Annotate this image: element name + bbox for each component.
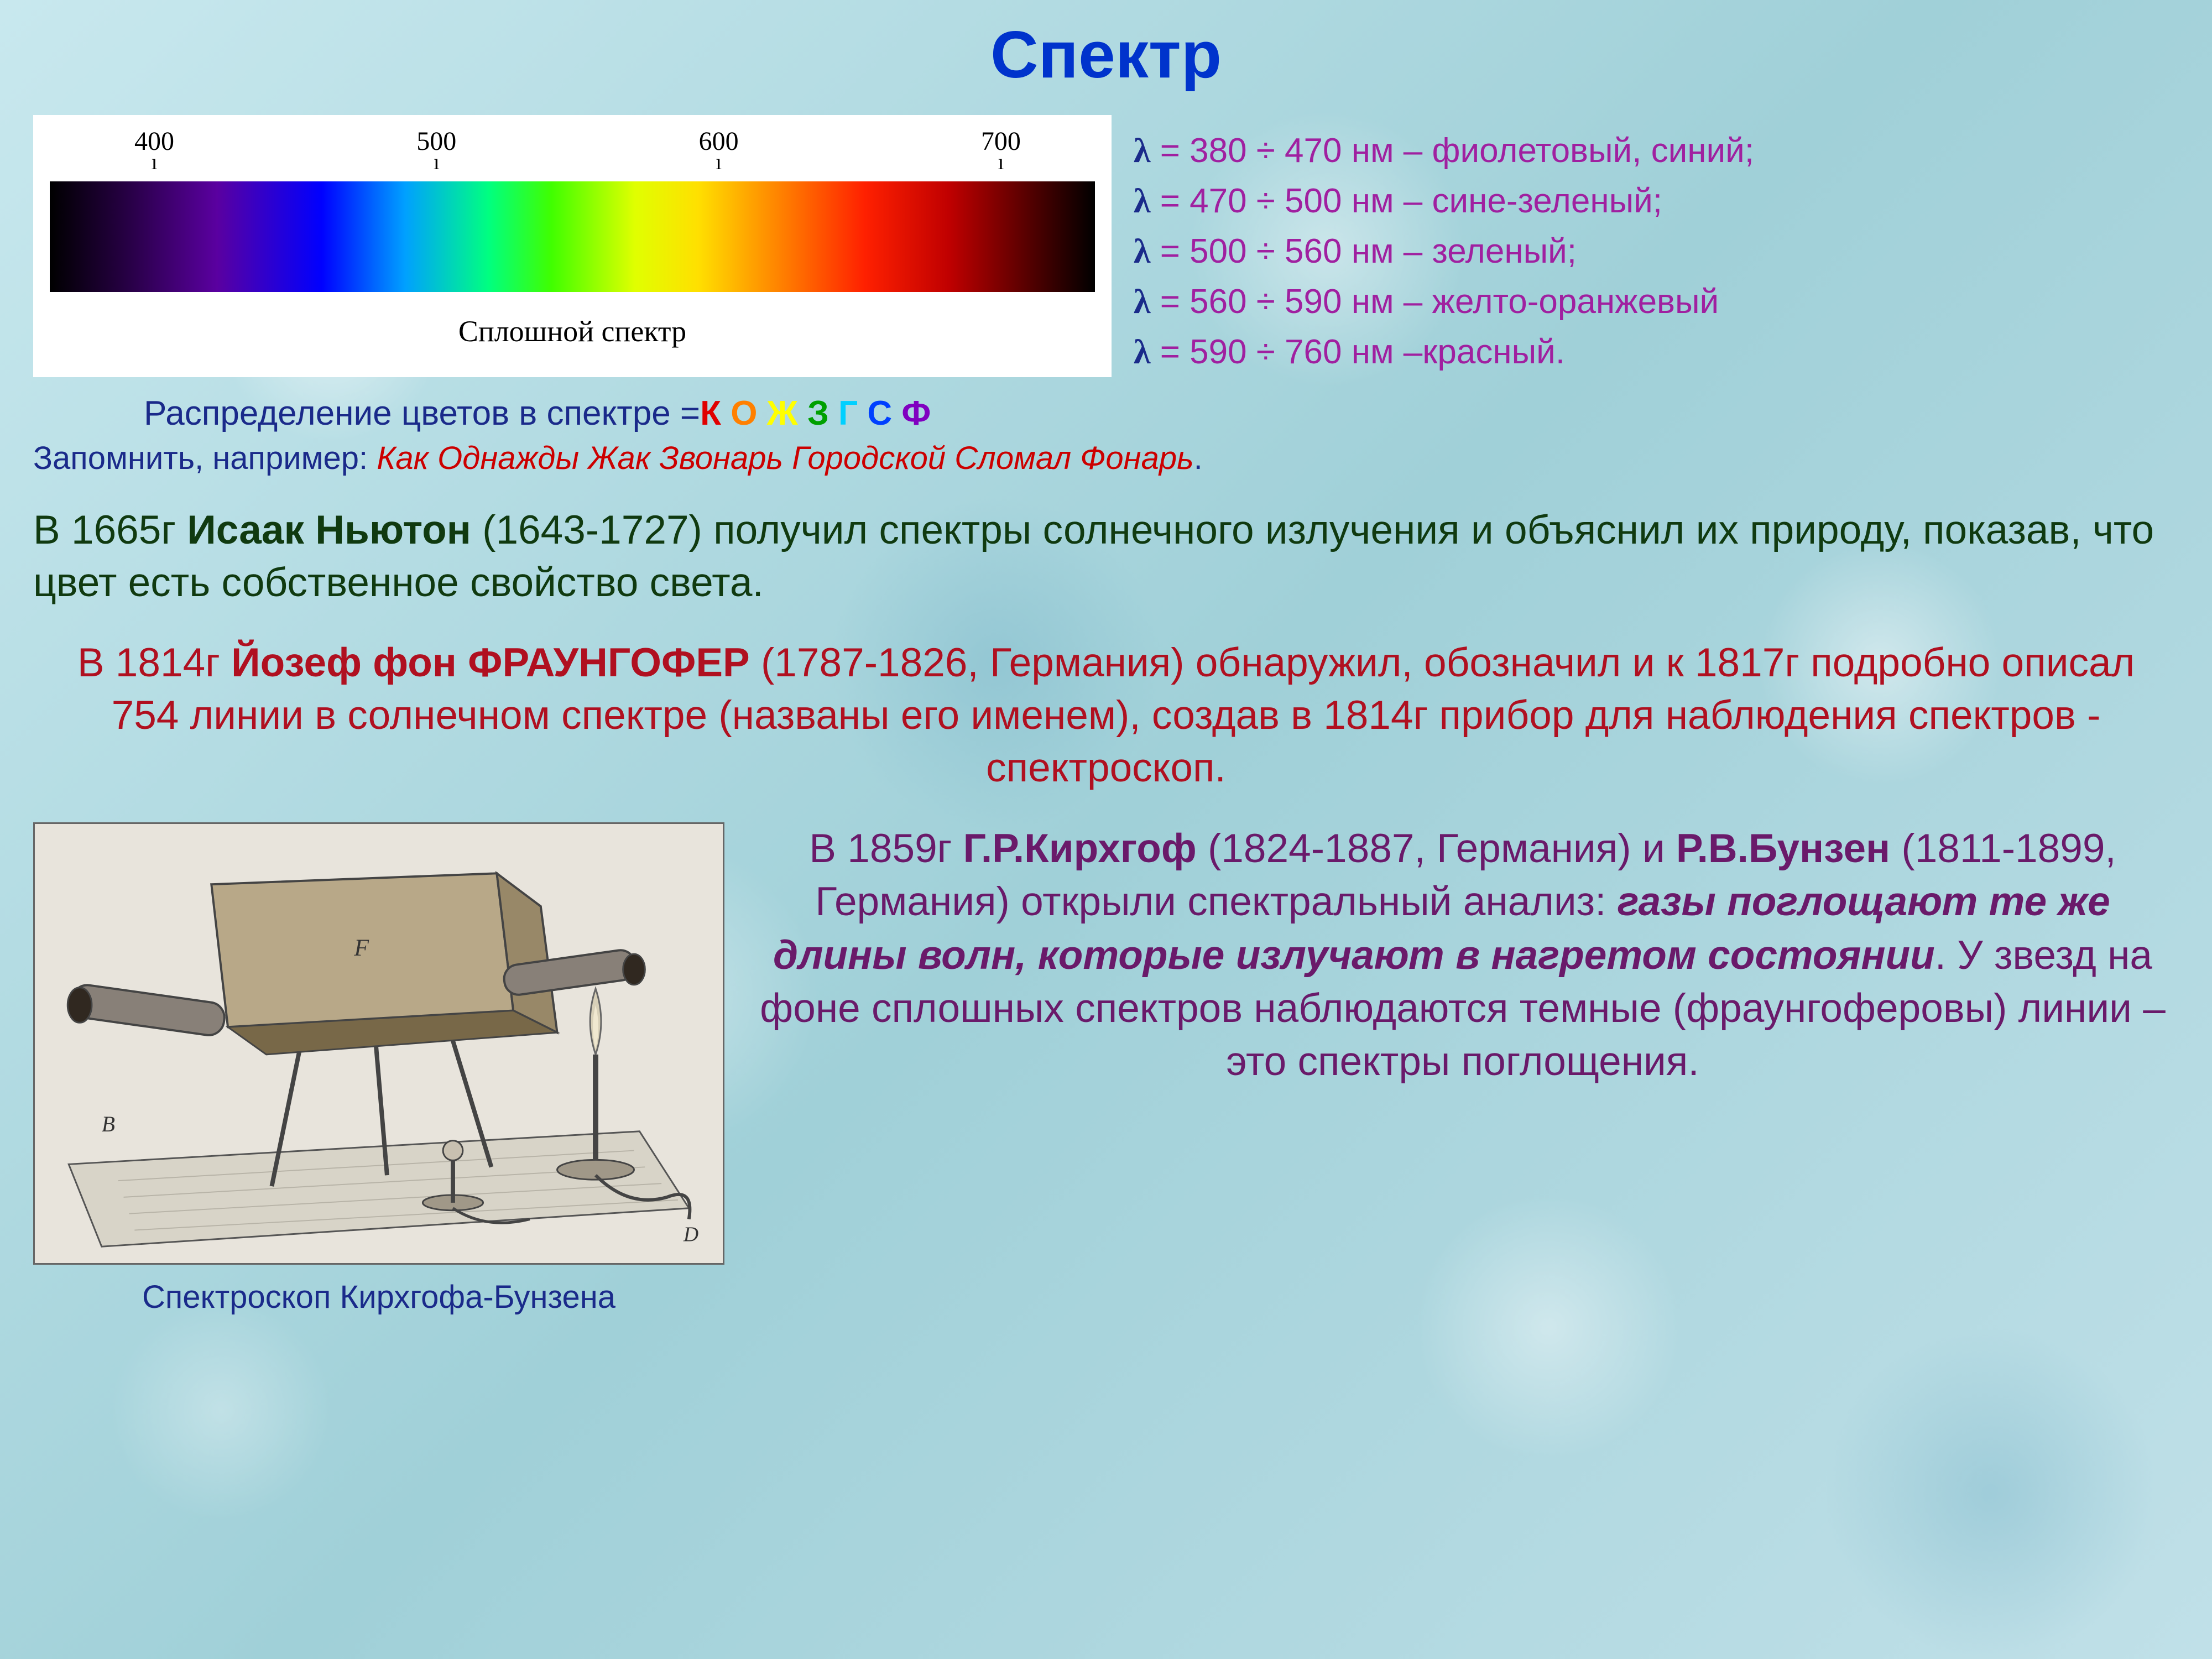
fraunhofer-paragraph: В 1814г Йозеф фон ФРАУНГОФЕР (1787-1826,… [33, 637, 2179, 795]
spectroscope-illustration: F [33, 822, 724, 1265]
svg-text:F: F [353, 935, 369, 961]
color-letter: З [807, 394, 838, 432]
wavelength-row-2: λ = 500 ÷ 560 нм – зеленый; [1134, 227, 2179, 277]
svg-text:D: D [683, 1223, 698, 1246]
scale-tick-3: 700ı [981, 126, 1021, 168]
scale-tick-1: 500ı [416, 126, 456, 168]
wavelength-row-1: λ = 470 ÷ 500 нм – сине-зеленый; [1134, 176, 2179, 227]
color-letter: Ж [767, 394, 807, 432]
svg-text:B: B [102, 1112, 115, 1136]
spectrum-caption: Сплошной спектр [50, 314, 1095, 348]
kirchhoff-paragraph: В 1859г Г.Р.Кирхгоф (1824-1887, Германия… [758, 822, 2179, 1089]
scale-tick-0: 400ı [134, 126, 174, 168]
scale-tick-2: 600ı [699, 126, 739, 168]
color-letter: С [867, 394, 901, 432]
mnemonic: Запомнить, например: Как Однажды Жак Зво… [33, 440, 2179, 477]
color-distribution: Распределение цветов в спектре =К О Ж З … [144, 394, 2179, 433]
bottom-row: F [33, 822, 2179, 1316]
instrument-block: F [33, 822, 724, 1316]
spectrum-scale: 400ı 500ı 600ı 700ı [50, 126, 1095, 176]
spectrum-panel: 400ı 500ı 600ı 700ı Сплошной спектр [33, 115, 1112, 377]
top-row: 400ı 500ı 600ı 700ı Сплошной спектр λ = … [33, 115, 2179, 377]
wavelength-list: λ = 380 ÷ 470 нм – фиолетовый, синий; λ … [1134, 115, 2179, 377]
wavelength-row-4: λ = 590 ÷ 760 нм –красный. [1134, 327, 2179, 378]
spectrum-bar [50, 181, 1095, 292]
wavelength-row-0: λ = 380 ÷ 470 нм – фиолетовый, синий; [1134, 126, 2179, 176]
page-title: Спектр [33, 17, 2179, 93]
color-letter: К [700, 394, 731, 432]
color-letter: Ф [901, 394, 931, 432]
wavelength-row-3: λ = 560 ÷ 590 нм – желто-оранжевый [1134, 277, 2179, 327]
color-letter: О [731, 394, 766, 432]
instrument-caption: Спектроскоп Кирхгофа-Бунзена [33, 1279, 724, 1316]
newton-paragraph: В 1665г Исаак Ньютон (1643-1727) получил… [33, 504, 2179, 609]
color-letter: Г [838, 394, 867, 432]
